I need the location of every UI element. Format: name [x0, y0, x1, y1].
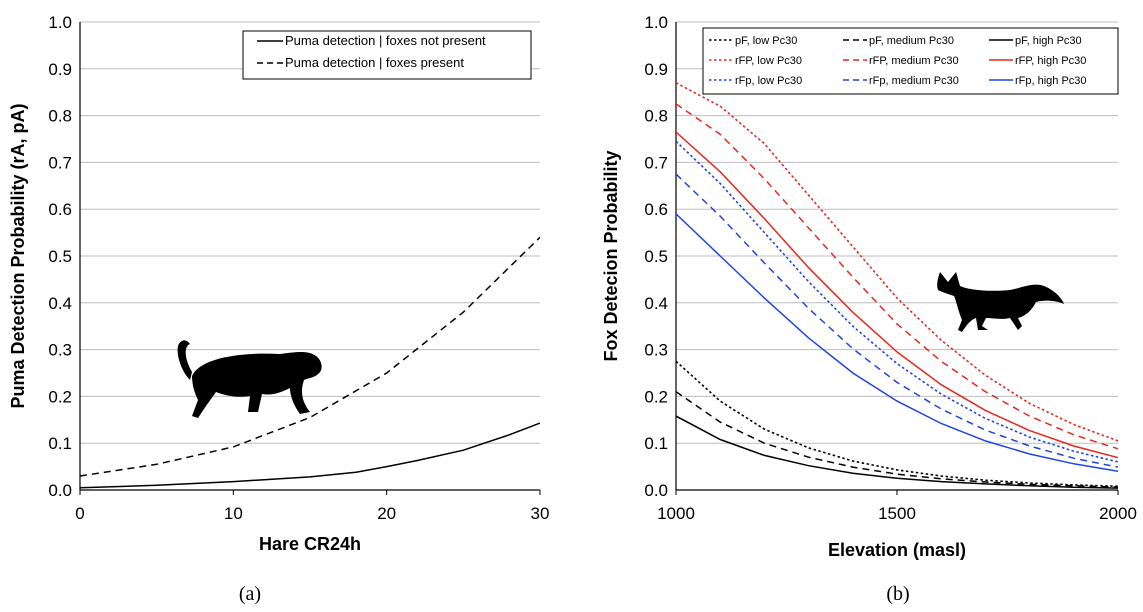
y-axis-title: Puma Detection Probability (rA, pA)	[8, 103, 28, 408]
x-axis-title: Elevation (masl)	[828, 540, 966, 560]
panel-label: (b)	[886, 583, 909, 605]
y-tick-label: 0.7	[644, 153, 668, 172]
x-axis-title: Hare CR24h	[259, 534, 361, 554]
legend-label: rFP, medium Pc30	[869, 55, 959, 67]
x-tick-label: 20	[377, 504, 396, 523]
series-line	[676, 360, 1118, 488]
y-tick-label: 0.1	[644, 434, 668, 453]
y-tick-label: 0.4	[48, 294, 72, 313]
y-tick-label: 1.0	[48, 13, 72, 32]
panel-label: (a)	[239, 583, 261, 605]
series-line	[80, 236, 540, 477]
legend-box	[702, 27, 1119, 95]
y-tick-label: 0.7	[48, 153, 72, 172]
y-tick-label: 0.6	[48, 200, 72, 219]
legend-label: rFp, high Pc30	[1015, 75, 1087, 87]
y-tick-label: 0.0	[644, 481, 668, 500]
legend-label: pF, high Pc30	[1015, 35, 1082, 47]
y-tick-label: 0.6	[644, 200, 668, 219]
y-tick-label: 0.1	[48, 434, 72, 453]
series-line	[676, 82, 1118, 442]
chart-panel-a: 0.0 0.1 0.2 0.3 0.4 0.5 0.6 0.7 0.8 0.9 1.0 0 10 20 30…	[8, 13, 549, 605]
legend-label: pF, medium Pc30	[869, 35, 954, 47]
series-line	[676, 131, 1118, 459]
series-line	[676, 173, 1118, 468]
y-tick-label: 0.2	[48, 387, 72, 406]
x-tick-label: 1500	[878, 504, 916, 523]
series-line	[676, 213, 1118, 473]
legend-label: Puma detection | foxes present	[285, 55, 464, 70]
legend-box	[242, 30, 532, 80]
series-line	[676, 140, 1118, 463]
series-line	[80, 422, 540, 489]
y-tick-label: 0.5	[644, 247, 668, 266]
y-tick-label: 0.8	[48, 107, 72, 126]
series-line	[676, 415, 1118, 489]
x-tick-label: 1000	[657, 504, 695, 523]
legend-label: rFP, high Pc30	[1015, 55, 1086, 67]
puma-silhouette-icon	[177, 340, 322, 418]
y-tick-label: 0.5	[48, 247, 72, 266]
y-tick-label: 1.0	[644, 13, 668, 32]
y-tick-label: 0.2	[644, 387, 668, 406]
x-tick-label: 2000	[1099, 504, 1137, 523]
y-axis-title: Fox Detecion Probability	[601, 150, 621, 361]
legend-label: Puma detection | foxes not present	[285, 33, 486, 48]
fox-silhouette-icon	[937, 272, 1064, 332]
series-line	[676, 103, 1118, 450]
y-tick-label: 0.0	[48, 481, 72, 500]
chart-panel-b: 0.0 0.1 0.2 0.3 0.4 0.5 0.6 0.7 0.8 0.9 1.0 1000 150…	[601, 13, 1137, 605]
legend-label: pF, low Pc30	[735, 35, 797, 47]
legend-label: rFp, medium Pc30	[869, 75, 959, 87]
x-tick-label: 30	[531, 504, 550, 523]
y-tick-label: 0.4	[644, 294, 668, 313]
x-tick-label: 10	[224, 504, 243, 523]
y-tick-label: 0.8	[644, 107, 668, 126]
y-tick-label: 0.3	[48, 341, 72, 360]
x-tick-label: 0	[75, 504, 84, 523]
y-tick-label: 0.9	[48, 60, 72, 79]
legend-label: rFP, low Pc30	[735, 55, 802, 67]
legend-label: rFp, low Pc30	[735, 75, 802, 87]
y-tick-label: 0.3	[644, 341, 668, 360]
series-line	[676, 391, 1118, 488]
y-tick-label: 0.9	[644, 60, 668, 79]
